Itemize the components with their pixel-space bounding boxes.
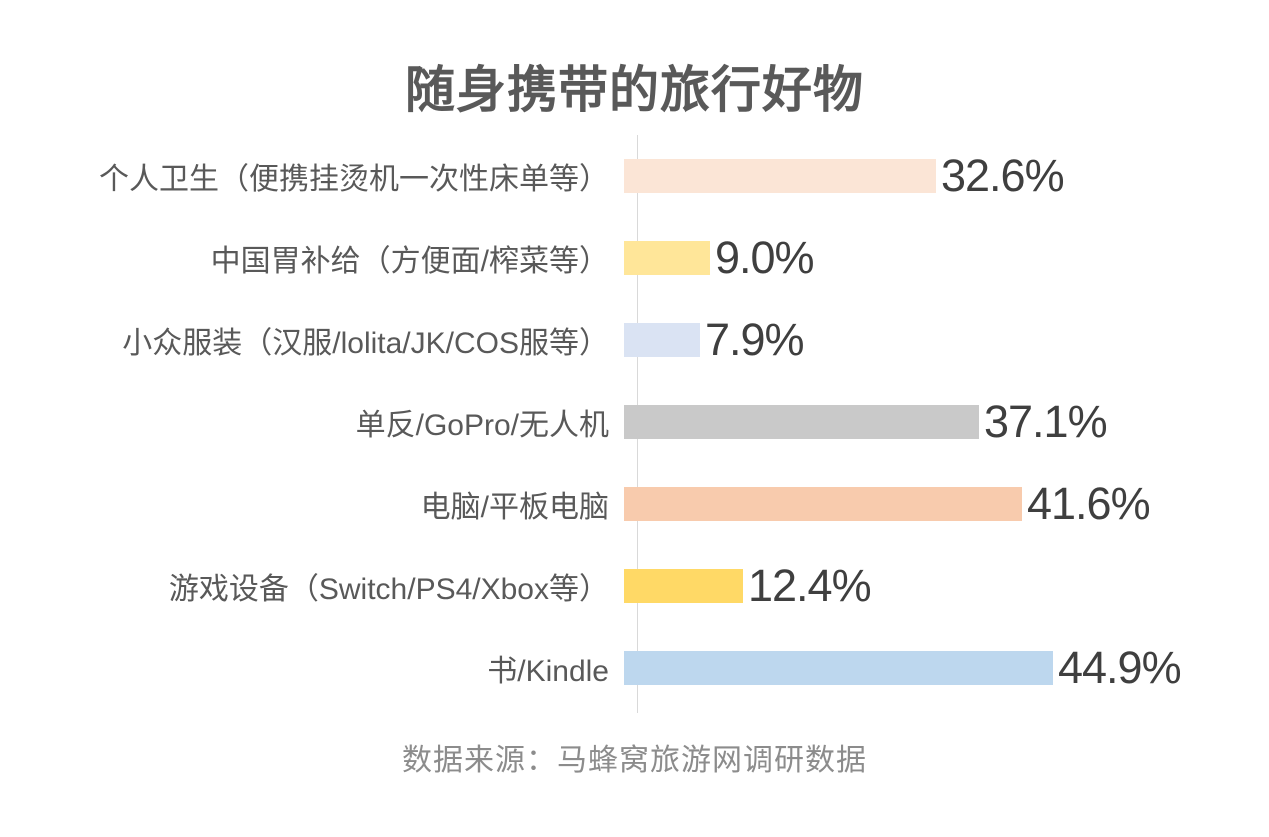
bar [624, 487, 1022, 521]
chart-row: 个人卫生（便携挂烫机一次性床单等） 32.6% [0, 135, 1269, 217]
source-note: 数据来源：马蜂窝旅游网调研数据 [402, 744, 867, 777]
bar [624, 405, 979, 439]
value-label: 37.1% [984, 396, 1108, 447]
value-label: 7.9% [705, 314, 805, 365]
chart-row: 电脑/平板电脑 41.6% [0, 463, 1269, 545]
category-label: 电脑/平板电脑 [420, 491, 609, 524]
category-label: 书/Kindle [487, 655, 609, 688]
bar-area: 32.6% [623, 135, 1269, 217]
bar-area: 44.9% [623, 627, 1269, 709]
bar-area: 37.1% [623, 381, 1269, 463]
bar-area: 12.4% [623, 545, 1269, 627]
category-label: 单反/GoPro/无人机 [355, 409, 609, 442]
chart-row: 书/Kindle 44.9% [0, 627, 1269, 709]
chart-row: 中国胃补给（方便面/榨菜等） 9.0% [0, 217, 1269, 299]
bar-area: 9.0% [623, 217, 1269, 299]
value-label: 44.9% [1058, 642, 1182, 693]
bar [624, 323, 700, 357]
category-label: 游戏设备（Switch/PS4/Xbox等） [168, 573, 609, 606]
chart-row: 小众服装（汉服/lolita/JK/COS服等） 7.9% [0, 299, 1269, 381]
bar [624, 159, 936, 193]
chart-area: 个人卫生（便携挂烫机一次性床单等） 32.6% 中国胃补给（方便面/榨菜等） 9.0%… [0, 135, 1269, 713]
chart-row: 单反/GoPro/无人机 37.1% [0, 381, 1269, 463]
chart-rows: 个人卫生（便携挂烫机一次性床单等） 32.6% 中国胃补给（方便面/榨菜等） 9.0%… [0, 135, 1269, 709]
category-label: 小众服装（汉服/lolita/JK/COS服等） [122, 327, 609, 360]
bar-area: 7.9% [623, 299, 1269, 381]
bar [624, 569, 743, 603]
category-label: 中国胃补给（方便面/榨菜等） [210, 245, 609, 278]
category-label: 个人卫生（便携挂烫机一次性床单等） [99, 163, 609, 196]
value-label: 32.6% [941, 150, 1065, 201]
bar-area: 41.6% [623, 463, 1269, 545]
chart-row: 游戏设备（Switch/PS4/Xbox等） 12.4% [0, 545, 1269, 627]
value-label: 12.4% [748, 560, 872, 611]
chart-title: 随身携带的旅行好物 [405, 62, 864, 118]
value-label: 41.6% [1027, 478, 1151, 529]
bar [624, 651, 1053, 685]
bar [624, 241, 710, 275]
value-label: 9.0% [715, 232, 815, 283]
